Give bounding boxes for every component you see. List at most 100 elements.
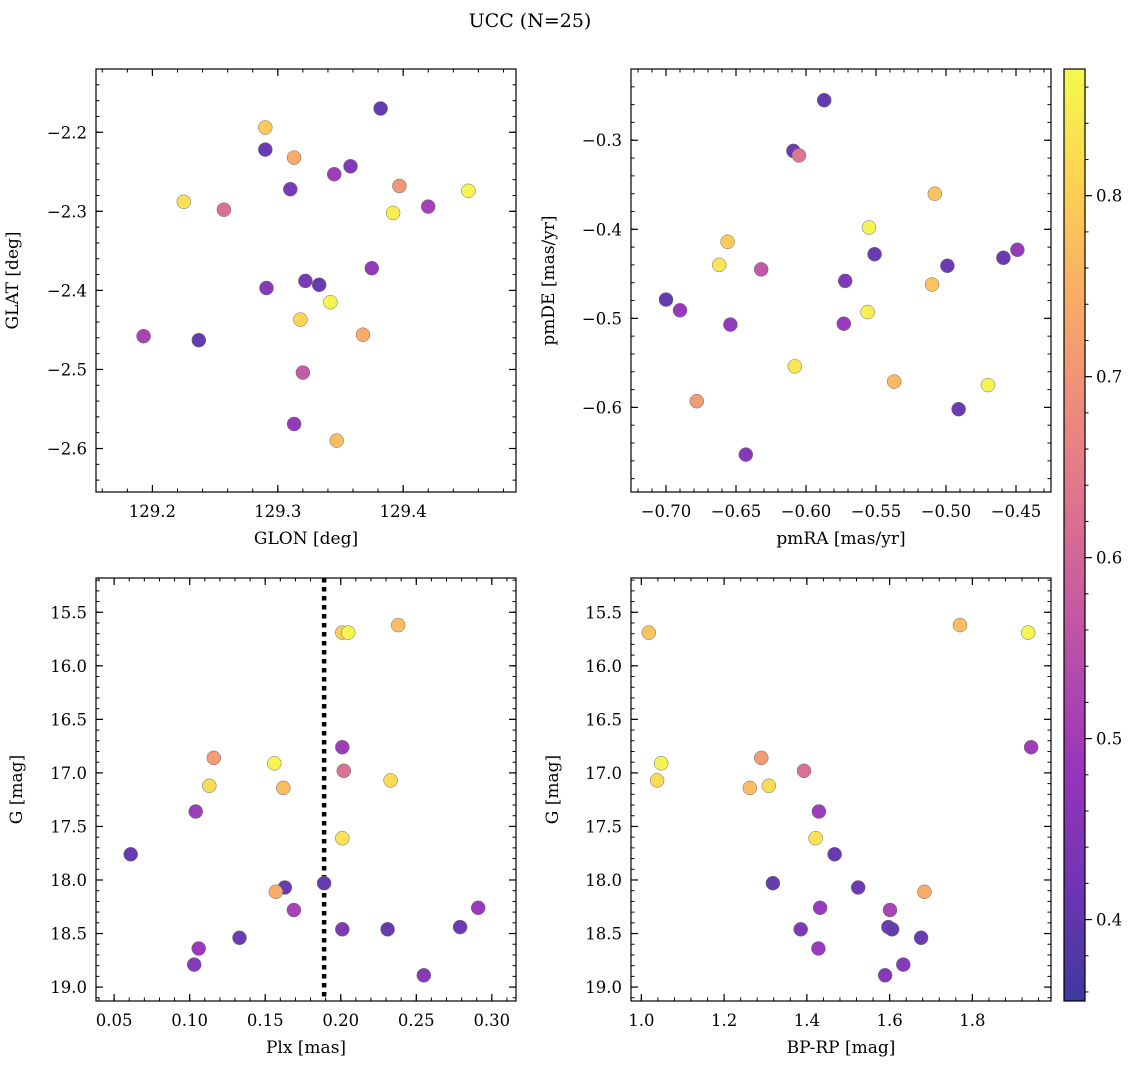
y-axis-label: GLAT [deg]: [3, 231, 23, 329]
y-tick-label: −0.4: [582, 220, 622, 239]
data-point: [364, 260, 380, 276]
data-point: [738, 447, 754, 462]
data-point: [811, 941, 826, 956]
data-point: [952, 617, 968, 633]
data-point: [286, 902, 302, 918]
data-point: [373, 101, 388, 116]
data-point: [996, 250, 1011, 266]
y-tick-label: −2.2: [47, 123, 87, 142]
colorbar-tick-label: 0.6: [1096, 549, 1122, 568]
data-point: [877, 968, 893, 983]
data-point: [298, 273, 313, 289]
colorbar-tick-label: 0.5: [1096, 730, 1122, 749]
data-point: [765, 875, 781, 891]
x-axis-label: BP-RP [mag]: [787, 1038, 896, 1058]
data-point: [452, 919, 468, 935]
axes-frame: [630, 68, 1052, 493]
y-tick-label: 16.0: [50, 657, 87, 676]
y-tick-label: 16.5: [50, 710, 87, 729]
data-point: [787, 359, 803, 374]
data-point: [754, 750, 769, 766]
axes-frame: [630, 577, 1052, 1002]
y-tick-label: 18.0: [50, 871, 87, 890]
data-point: [385, 205, 401, 221]
colorbar-tick-label: 0.8: [1096, 187, 1122, 206]
data-point: [335, 830, 350, 846]
y-tick-label: 18.5: [585, 925, 622, 944]
data-point: [123, 847, 138, 862]
y-axis-label: G [mag]: [7, 755, 27, 824]
data-point: [283, 181, 298, 197]
x-tick-label: 0.20: [322, 1011, 359, 1030]
data-point: [672, 303, 688, 318]
data-point: [383, 773, 398, 788]
x-axis-label: GLON [deg]: [254, 529, 358, 549]
y-tick-label: 15.5: [585, 603, 622, 622]
data-point: [232, 930, 247, 946]
data-point: [326, 166, 342, 182]
colorbar-frame: [1063, 68, 1086, 1002]
data-point: [653, 756, 669, 771]
data-point: [390, 617, 406, 633]
data-point: [216, 202, 232, 217]
data-point: [940, 258, 955, 274]
y-tick-label: 16.5: [585, 710, 622, 729]
x-axis-label: pmRA [mas/yr]: [776, 529, 905, 549]
y-tick-label: −2.5: [47, 360, 87, 379]
y-tick-label: −2.6: [47, 440, 87, 459]
data-point: [268, 884, 284, 900]
y-tick-label: 17.5: [50, 817, 87, 836]
y-tick-label: 19.0: [585, 978, 622, 997]
data-point: [850, 880, 866, 895]
data-point: [286, 416, 302, 432]
data-point: [860, 304, 875, 320]
x-tick-label: 0.05: [96, 1011, 133, 1030]
data-point: [188, 804, 203, 819]
y-axis-label: pmDE [mas/yr]: [539, 215, 559, 345]
figure-title: UCC (N=25): [469, 10, 592, 32]
data-point: [793, 922, 808, 937]
data-point: [812, 900, 828, 916]
data-point: [951, 401, 966, 417]
data-point: [202, 778, 217, 794]
data-point: [816, 92, 832, 108]
colorbar-tick-label: 0.4: [1096, 911, 1122, 930]
data-point: [329, 433, 344, 448]
data-point: [259, 280, 274, 296]
data-point: [335, 739, 350, 755]
data-point: [711, 257, 727, 273]
data-point: [649, 773, 665, 788]
data-point: [191, 941, 206, 956]
colorbar: 0.4 0.5 0.6 0.7 0.8: [1063, 68, 1122, 1002]
data-point: [811, 804, 827, 819]
data-point: [753, 262, 769, 277]
x-tick-label: −0.45: [991, 502, 1042, 521]
y-tick-label: 15.5: [50, 603, 87, 622]
panel-bprp-g: 1.0 1.2 1.4 1.6 1.8 15.5 16.0 16.5 17.0 17.5 18.0 1…: [543, 577, 1052, 1058]
data-point: [641, 625, 657, 640]
data-point: [917, 884, 932, 900]
data-point: [258, 120, 273, 135]
y-axis-label: G [mag]: [543, 755, 563, 824]
data-point: [343, 159, 358, 174]
data-point: [335, 922, 350, 937]
data-point: [293, 312, 308, 327]
x-tick-label: 1.6: [876, 1011, 902, 1030]
y-tick-label: 17.0: [50, 764, 87, 783]
data-point: [1020, 625, 1036, 640]
x-tick-label: 1.0: [628, 1011, 654, 1030]
data-point: [796, 763, 812, 779]
axes-frame: [95, 577, 517, 1002]
x-tick-label: 1.2: [711, 1011, 737, 1030]
data-point: [136, 328, 151, 344]
data-point: [258, 142, 273, 157]
y-tick-label: −2.4: [47, 281, 87, 300]
data-point: [924, 277, 940, 292]
data-point: [355, 327, 371, 342]
data-point: [392, 178, 407, 194]
data-point: [867, 246, 882, 262]
y-tick-label: −2.3: [47, 202, 87, 221]
y-tick-label: −0.6: [582, 398, 622, 417]
data-point: [416, 968, 432, 983]
data-point: [420, 199, 436, 214]
